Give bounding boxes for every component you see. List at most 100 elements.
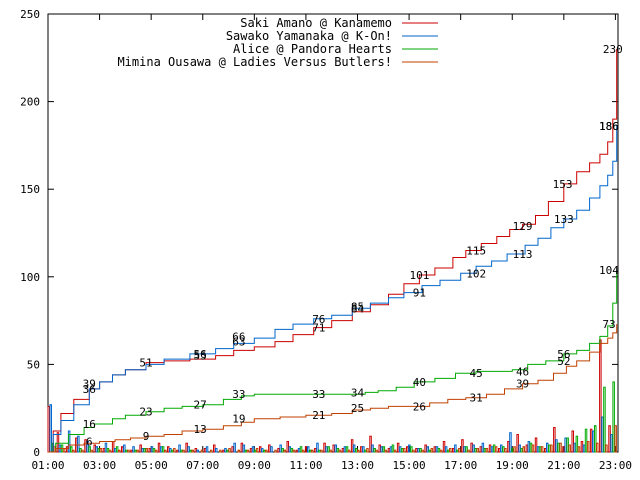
bar	[584, 428, 588, 453]
bar	[494, 446, 498, 453]
data-label: 40	[413, 376, 426, 389]
data-label-layer: 36 55 63 71 84 101 115 129 153 186 230 39 51 56 66 76 85…	[83, 43, 623, 448]
data-label: 104	[599, 264, 619, 277]
bar	[490, 446, 494, 453]
bar	[81, 449, 84, 453]
bar	[550, 444, 553, 453]
bar	[544, 448, 547, 453]
data-label: 33	[232, 388, 245, 401]
data-label: 52	[557, 355, 570, 368]
bar	[191, 449, 194, 453]
legend-label: Mimina Ousawa @ Ladies Versus Butlers!	[117, 55, 392, 69]
bar	[237, 449, 240, 453]
bar	[338, 449, 342, 453]
legend-label: Sawako Yamanaka @ K-On!	[226, 29, 392, 43]
bar	[268, 444, 271, 453]
data-label: 66	[232, 330, 245, 343]
bar	[246, 449, 250, 453]
bar	[442, 441, 446, 453]
bar	[219, 449, 222, 453]
bar	[529, 442, 533, 453]
bar	[382, 446, 386, 453]
bar	[90, 449, 93, 453]
y-tick-label: 250	[20, 8, 40, 21]
data-label: 133	[554, 213, 574, 226]
bar	[463, 446, 466, 453]
bar	[136, 449, 139, 453]
bar	[281, 448, 284, 453]
bar	[380, 446, 383, 453]
bar	[417, 448, 420, 453]
bar	[49, 404, 52, 453]
bar	[343, 446, 347, 453]
bar	[62, 448, 66, 453]
bar-layer	[47, 339, 617, 453]
bar	[145, 448, 149, 453]
bar	[253, 449, 257, 453]
x-tick-label: 09:00	[238, 459, 271, 472]
bar	[580, 441, 584, 453]
bar	[304, 446, 308, 453]
data-label: 45	[470, 367, 483, 380]
legend-label: Saki Amano @ Kanamemo	[240, 16, 392, 30]
data-label: 39	[83, 378, 96, 391]
series-line	[48, 269, 618, 453]
data-label: 36	[83, 383, 96, 396]
bar	[224, 448, 227, 453]
bar	[242, 444, 246, 453]
bar	[594, 425, 597, 453]
bar	[115, 446, 119, 453]
bar	[384, 449, 388, 453]
bar	[396, 442, 400, 453]
bar	[582, 444, 586, 453]
bar	[474, 448, 477, 453]
bar	[189, 449, 192, 453]
bar	[152, 448, 156, 453]
bar	[454, 444, 457, 453]
bar	[180, 449, 183, 453]
bar	[329, 449, 332, 453]
bar	[316, 442, 319, 453]
data-label: 186	[599, 120, 619, 133]
bar	[520, 448, 523, 453]
data-label: 16	[83, 418, 96, 431]
bar	[301, 449, 305, 453]
bar	[525, 444, 529, 453]
bar	[249, 448, 253, 453]
bar	[104, 442, 108, 453]
bar	[492, 444, 496, 453]
data-label: 26	[413, 400, 426, 413]
bar	[314, 448, 317, 453]
x-tick-label: 21:00	[547, 459, 580, 472]
bar	[56, 432, 60, 453]
bar	[592, 430, 595, 453]
bar	[323, 442, 326, 453]
plot-frame	[47, 13, 619, 453]
bar	[97, 448, 101, 453]
bar	[531, 444, 535, 453]
data-label: 6	[86, 435, 93, 448]
bar	[150, 446, 154, 453]
y-tick-label: 100	[20, 271, 40, 284]
bar	[536, 446, 540, 453]
bar	[352, 444, 356, 453]
bar	[428, 449, 431, 453]
data-label: 113	[513, 248, 533, 261]
bar	[196, 449, 200, 453]
bar	[274, 449, 277, 453]
bar	[341, 448, 345, 453]
bar	[132, 446, 135, 453]
bar	[573, 442, 577, 453]
series-line	[48, 126, 618, 453]
bar	[187, 446, 190, 453]
bar	[171, 449, 174, 453]
bar	[564, 437, 567, 453]
bar	[566, 437, 569, 453]
bar	[270, 446, 273, 453]
bar	[318, 449, 321, 453]
bar	[244, 449, 248, 453]
bar	[134, 449, 137, 453]
bar	[108, 449, 112, 453]
bar	[461, 439, 464, 453]
